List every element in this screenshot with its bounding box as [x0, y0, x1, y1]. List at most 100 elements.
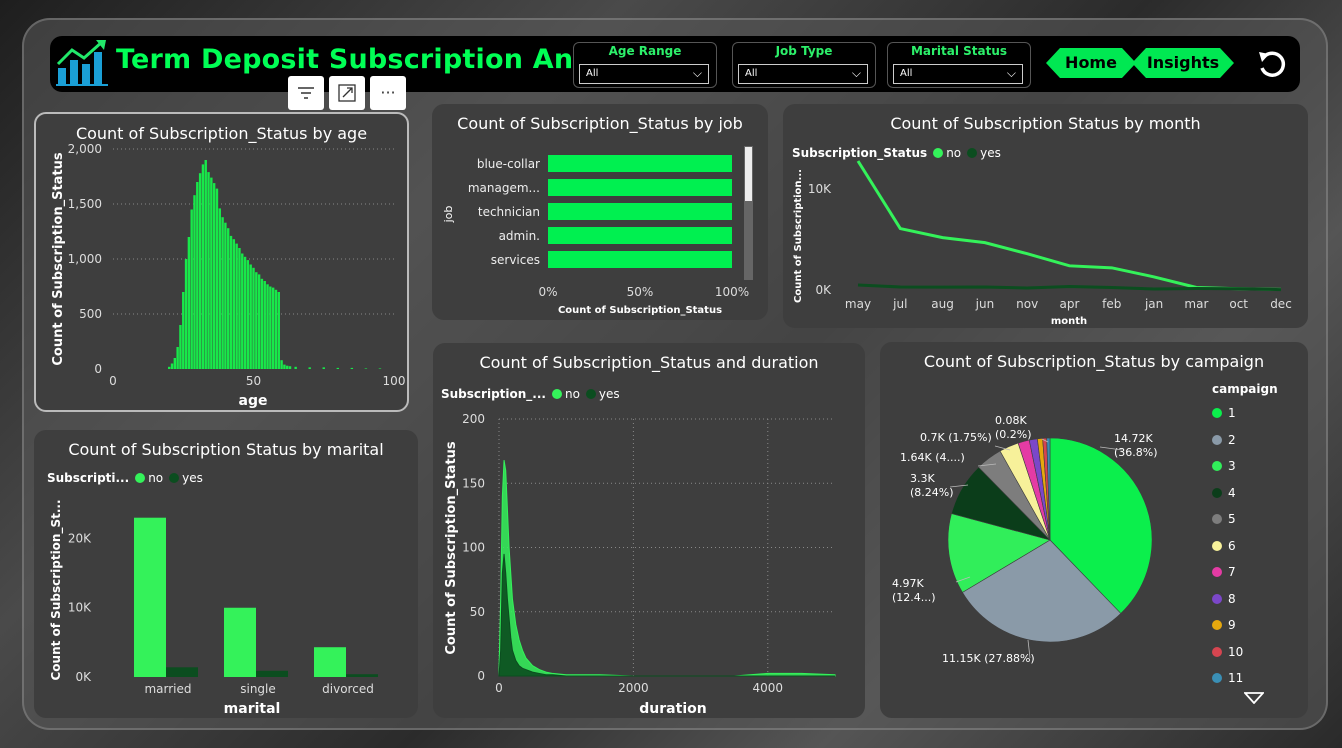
histogram-bar — [378, 368, 382, 369]
legend-item[interactable]: 6 — [1212, 533, 1278, 560]
legend-dot — [1212, 620, 1222, 630]
y-axis-label: Count of Subscription_St... — [49, 499, 64, 680]
histogram-bar — [255, 272, 258, 369]
histogram-bar — [187, 237, 191, 369]
chart-title: Count of Subscription_Status and duratio… — [479, 353, 819, 372]
label-leader-line — [949, 484, 969, 488]
y-tick-label: 1,500 — [68, 197, 102, 211]
month-chart-panel[interactable]: Count of Subscription Status by month Su… — [783, 104, 1308, 328]
histogram-bar — [252, 267, 255, 369]
histogram-bar — [243, 256, 247, 369]
data-label: 0.08K — [995, 414, 1027, 427]
bar-yes — [166, 667, 198, 677]
slicer-label: Job Type — [775, 44, 833, 58]
histogram-bar — [196, 182, 199, 369]
series-area-yes — [498, 553, 835, 677]
focus-mode-button[interactable] — [329, 76, 365, 110]
bar-yes — [346, 674, 378, 677]
legend-label: 11 — [1228, 671, 1244, 685]
marital-status-slicer: Marital Status All ⌵ — [887, 42, 1031, 88]
x-tick-label: 50% — [627, 285, 654, 299]
y-tick-label: 1,000 — [68, 252, 102, 266]
y-tick-label: 100 — [462, 541, 485, 555]
x-axis-label: month — [1051, 316, 1087, 327]
legend-yes: yes — [598, 387, 620, 401]
campaign-legend: campaign 1 2 3 4 5 6 7 8 9 10 11 — [1212, 382, 1278, 692]
x-tick-label: 100 — [383, 374, 406, 388]
scroll-down-icon[interactable] — [1244, 692, 1264, 704]
job-chart-panel[interactable]: Count of Subscription_Status by job blue… — [432, 104, 768, 320]
legend-dot — [1212, 408, 1222, 418]
label-leader-line — [977, 463, 997, 467]
histogram-bar — [182, 292, 185, 369]
legend-item[interactable]: 2 — [1212, 427, 1278, 454]
legend-title: Subscripti... — [47, 471, 130, 485]
histogram-bar — [224, 222, 227, 369]
label-leader-line — [955, 576, 971, 583]
histogram-bar — [277, 292, 280, 369]
age-range-dropdown[interactable]: All ⌵ — [579, 64, 709, 84]
filter-button[interactable] — [288, 76, 324, 110]
legend-item[interactable]: 8 — [1212, 586, 1278, 613]
histogram-bar — [193, 195, 196, 369]
more-options-button[interactable]: ··· — [370, 76, 406, 110]
campaign-chart-panel[interactable]: Count of Subscription_Status by campaign… — [880, 342, 1308, 718]
age-chart-panel[interactable]: Count of Subscription_Status by age 0 500… — [34, 112, 409, 412]
x-tick-label: dec — [1270, 297, 1292, 311]
chart-title: Count of Subscription Status by marital — [68, 440, 384, 459]
histogram-bar — [350, 367, 354, 369]
bar-no — [224, 607, 256, 677]
histogram-bar — [198, 173, 202, 369]
analytics-logo-icon — [56, 40, 108, 86]
legend-dot — [1212, 514, 1222, 524]
chart-legend: Subscripti... no yes — [47, 471, 203, 485]
x-tick-label: 2000 — [618, 681, 649, 695]
legend-item[interactable]: 4 — [1212, 480, 1278, 507]
category-label: blue-collar — [477, 157, 540, 171]
legend-item[interactable]: 9 — [1212, 612, 1278, 639]
x-tick-label: 100% — [715, 285, 749, 299]
histogram-bar — [288, 366, 292, 369]
bar-no — [134, 517, 166, 677]
legend-item[interactable]: 3 — [1212, 453, 1278, 480]
duration-chart-panel[interactable]: Count of Subscription_Status and duratio… — [433, 343, 865, 718]
legend-item[interactable]: 5 — [1212, 506, 1278, 533]
histogram-bar — [204, 160, 207, 369]
insights-button[interactable]: Insights — [1132, 48, 1234, 78]
y-tick-label: 0K — [815, 283, 832, 297]
home-button[interactable]: Home — [1046, 48, 1136, 78]
legend-dot-no — [933, 148, 944, 158]
legend-no: no — [148, 471, 164, 485]
legend-item[interactable]: 10 — [1212, 639, 1278, 666]
x-tick-label: divorced — [322, 682, 374, 696]
y-axis-label: Count of Subscription_Status — [444, 441, 459, 655]
histogram-bar — [238, 248, 241, 369]
y-tick-label: 20K — [68, 531, 92, 545]
legend-yes: yes — [980, 146, 1001, 160]
x-tick-label: 0% — [538, 285, 557, 299]
chart-title: Count of Subscription Status by month — [890, 114, 1201, 133]
legend-item[interactable]: 7 — [1212, 559, 1278, 586]
histogram-bar — [263, 281, 266, 369]
legend-item[interactable]: 1 — [1212, 400, 1278, 427]
marital-status-dropdown[interactable]: All ⌵ — [893, 64, 1023, 84]
reset-icon[interactable] — [1256, 48, 1290, 82]
y-tick-label: 150 — [462, 476, 485, 490]
legend-item[interactable]: 11 — [1212, 665, 1278, 692]
legend-title: campaign — [1212, 382, 1278, 396]
histogram-bar — [283, 364, 286, 369]
legend-label: 7 — [1228, 565, 1236, 579]
age-range-slicer: Age Range All ⌵ — [573, 42, 717, 88]
histogram-bar — [322, 367, 325, 369]
legend-dot — [1212, 673, 1222, 683]
x-tick-label: nov — [1016, 297, 1038, 311]
x-tick-label: 50 — [246, 374, 261, 388]
y-tick-label: 0 — [477, 669, 485, 683]
bar — [548, 203, 732, 220]
job-type-dropdown[interactable]: All ⌵ — [738, 64, 868, 84]
legend-dot-yes — [169, 473, 180, 483]
legend-dot — [1212, 567, 1222, 577]
marital-chart-panel[interactable]: Count of Subscription Status by marital … — [34, 430, 418, 718]
histogram-bar — [246, 260, 250, 369]
x-tick-label: 4000 — [753, 681, 784, 695]
